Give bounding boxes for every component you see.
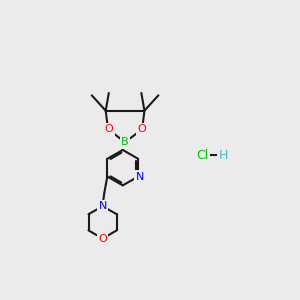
Text: B: B xyxy=(121,137,129,147)
Text: O: O xyxy=(98,233,107,244)
Text: O: O xyxy=(104,124,113,134)
Text: H: H xyxy=(219,149,228,162)
Text: Cl: Cl xyxy=(196,149,209,162)
Text: N: N xyxy=(136,172,144,182)
Text: O: O xyxy=(137,124,146,134)
Text: N: N xyxy=(98,201,107,211)
